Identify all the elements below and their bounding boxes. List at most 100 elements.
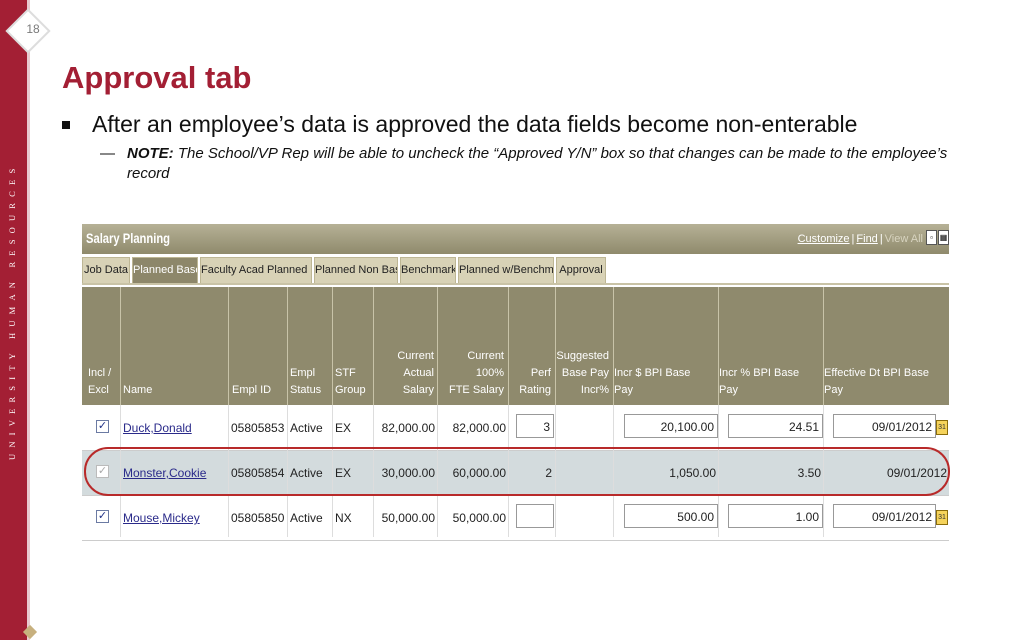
panel-header: Salary Planning Customize | Find | View All …: [82, 224, 949, 254]
col-header-text: FTE Salary: [448, 384, 504, 396]
incr-dollar: 1,050.00: [669, 466, 716, 480]
perf-rating-input[interactable]: [516, 504, 554, 528]
grid-divider: [437, 405, 438, 537]
col-header-stf-group[interactable]: STF Group: [333, 287, 374, 405]
incr-pct-input[interactable]: 24.51: [728, 414, 823, 438]
bullet-square-icon: [62, 121, 70, 129]
col-header-incl[interactable]: Incl / Excl: [82, 287, 121, 405]
employee-name-link[interactable]: Duck,Donald: [123, 406, 192, 450]
panel-title: Salary Planning: [86, 230, 171, 246]
eff-date-input[interactable]: 09/01/2012: [833, 504, 936, 528]
download-icon[interactable]: ▫: [926, 230, 937, 245]
note-text: NOTE: The School/VP Rep will be able to …: [127, 144, 977, 184]
grid-view-icon[interactable]: ▦: [938, 230, 949, 245]
view-all-link[interactable]: View All: [884, 233, 923, 245]
empl-id: 05805850: [231, 511, 285, 525]
col-header-text: Incr $ BPI Base Pay: [614, 367, 691, 396]
table-row: ✓ Duck,Donald 05805853 Active EX 82,000.…: [82, 406, 949, 451]
col-header-name[interactable]: Name: [121, 287, 229, 405]
grid-divider: [228, 405, 229, 537]
page-number: 18: [26, 22, 40, 36]
grid-divider: [823, 405, 824, 537]
calendar-icon[interactable]: 31: [936, 510, 948, 525]
sidebar-brand-text: UNIVERSITY HUMAN RESOURCES: [7, 162, 17, 460]
col-header-text: Effective Dt BPI Base Pay: [824, 367, 929, 396]
col-header-text: Current 100%: [467, 350, 504, 379]
grid-divider: [613, 405, 614, 537]
fte-salary: 50,000.00: [452, 511, 506, 525]
col-header-text: Group: [335, 384, 366, 396]
calendar-icon[interactable]: 31: [936, 420, 948, 435]
col-header-perf-rating[interactable]: Perf Rating: [509, 287, 556, 405]
empl-id: 05805853: [231, 421, 285, 435]
slide-title: Approval tab: [62, 60, 252, 95]
stf-group: NX: [335, 511, 352, 525]
grid-divider: [287, 405, 288, 537]
grid-divider: [373, 405, 374, 537]
employee-name: Mouse,Mickey: [123, 511, 200, 525]
col-header-incr-pct[interactable]: Incr % BPI Base Pay: [719, 287, 824, 405]
incr-dollar-input[interactable]: 20,100.00: [624, 414, 718, 438]
tab-strip: Job Data Planned Base Faculty Acad Plann…: [82, 255, 949, 285]
approved-row-highlight-ring: [84, 447, 950, 496]
perf-rating-input[interactable]: 3: [516, 414, 554, 438]
fte-salary: 60,000.00: [452, 466, 506, 480]
empl-id: 05805854: [231, 466, 285, 480]
perf-rating: 2: [545, 466, 552, 480]
col-header-eff-dt[interactable]: Effective Dt BPI Base Pay: [824, 287, 949, 405]
grid-divider: [718, 405, 719, 537]
link-separator: |: [851, 233, 855, 245]
incl-checkbox[interactable]: ✓: [96, 420, 109, 433]
link-separator: |: [879, 233, 883, 245]
col-header-empl-status[interactable]: Empl Status: [288, 287, 333, 405]
tab-planned-non-base[interactable]: Planned Non Base: [314, 257, 398, 283]
col-header-incr-dollar[interactable]: Incr $ BPI Base Pay: [614, 287, 719, 405]
incr-pct: 3.50: [797, 466, 821, 480]
employee-name-link[interactable]: Monster,Cookie: [123, 451, 206, 495]
stf-group: EX: [335, 421, 352, 435]
current-salary: 30,000.00: [381, 466, 435, 480]
employee-name-link[interactable]: Mouse,Mickey: [123, 496, 200, 540]
salary-planning-panel: Salary Planning Customize | Find | View All …: [82, 224, 950, 542]
col-header-text: Excl: [88, 384, 109, 396]
col-header-text: Rating: [519, 384, 551, 396]
col-header-current-fte[interactable]: Current 100% FTE Salary: [438, 287, 509, 405]
col-header-text: Base Pay: [561, 367, 609, 379]
col-header-empl-id[interactable]: Empl ID: [229, 287, 288, 405]
incr-dollar-input[interactable]: 500.00: [624, 504, 718, 528]
col-header-text: Empl ID: [232, 384, 272, 396]
col-header-text: Current: [397, 350, 434, 362]
sub-bullet-dash: —: [100, 145, 115, 162]
tab-planned-base[interactable]: Planned Base: [132, 257, 198, 283]
col-header-text: Suggested: [556, 350, 609, 362]
stf-group: EX: [335, 466, 352, 480]
incr-pct-input[interactable]: 1.00: [728, 504, 823, 528]
col-header-text: Actual Salary: [402, 367, 434, 396]
col-header-text: STF: [335, 367, 356, 379]
col-header-text: Status: [290, 384, 322, 396]
incl-checkbox[interactable]: ✓: [96, 510, 109, 523]
eff-date-input[interactable]: 09/01/2012: [833, 414, 936, 438]
current-salary: 82,000.00: [381, 421, 435, 435]
empl-status: Active: [290, 511, 323, 525]
grid-divider: [555, 405, 556, 537]
col-header-text: Incr % BPI Base Pay: [719, 367, 800, 396]
customize-link[interactable]: Customize: [797, 233, 850, 245]
col-header-suggested[interactable]: Suggested Base Pay Incr%: [556, 287, 614, 405]
brand-sidebar: [0, 0, 27, 640]
empl-status: Active: [290, 466, 323, 480]
tab-approval[interactable]: Approval: [556, 257, 606, 283]
col-header-current-salary[interactable]: Current Actual Salary: [374, 287, 438, 405]
salary-grid: Incl / Excl Name Empl ID Empl Status STF Gr…: [82, 287, 949, 542]
employee-name: Monster,Cookie: [123, 466, 207, 480]
tab-planned-w-benchmark[interactable]: Planned w/Benchmark: [458, 257, 554, 283]
fte-salary: 82,000.00: [452, 421, 506, 435]
tab-faculty-acad-planned-base[interactable]: Faculty Acad Planned Base: [200, 257, 312, 283]
tab-benchmark[interactable]: Benchmark: [400, 257, 456, 283]
grid-divider: [120, 405, 121, 537]
note-label: NOTE:: [127, 145, 174, 162]
grid-divider: [508, 405, 509, 537]
tab-job-data[interactable]: Job Data: [82, 257, 130, 283]
bullet-text: After an employee’s data is approved the…: [92, 111, 858, 137]
find-link[interactable]: Find: [856, 233, 878, 245]
